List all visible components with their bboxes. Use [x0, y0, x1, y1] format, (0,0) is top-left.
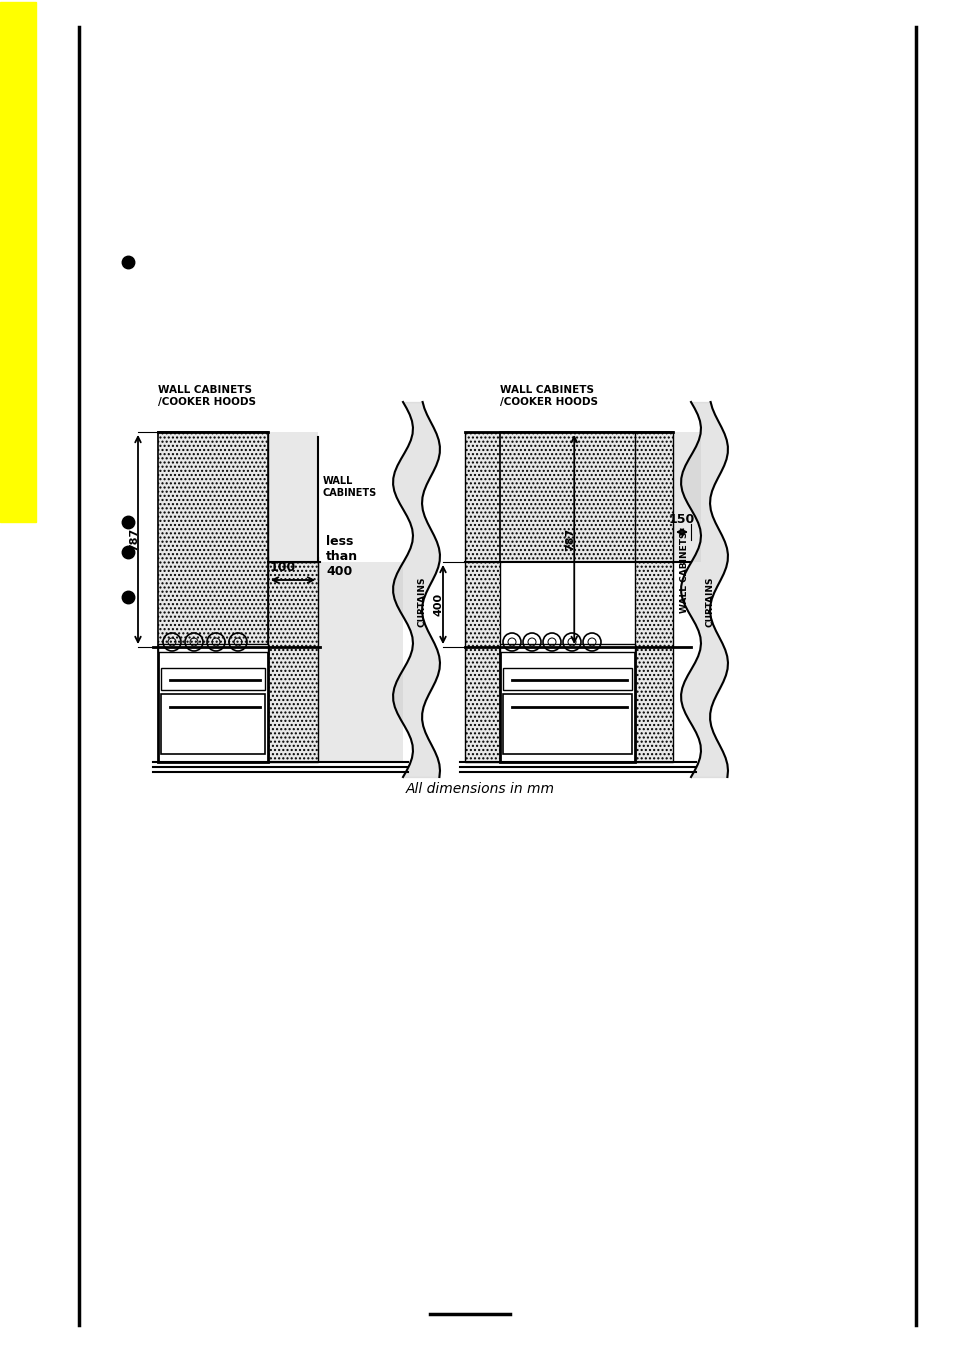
- Bar: [499, 433, 672, 562]
- Bar: [635, 433, 672, 763]
- Bar: [161, 668, 265, 690]
- Bar: [268, 433, 402, 763]
- Bar: [464, 433, 499, 763]
- Bar: [158, 644, 268, 652]
- Bar: [0, 1, 36, 522]
- Bar: [672, 433, 700, 562]
- Bar: [268, 562, 317, 763]
- Text: 400: 400: [434, 594, 443, 617]
- Bar: [317, 433, 402, 562]
- Text: All dimensions in mm: All dimensions in mm: [405, 781, 554, 796]
- Text: WALL CABINETS
/COOKER HOODS: WALL CABINETS /COOKER HOODS: [499, 385, 598, 407]
- Text: 787: 787: [565, 527, 575, 552]
- Text: less
than
400: less than 400: [326, 535, 357, 579]
- Bar: [464, 648, 510, 763]
- Bar: [158, 433, 268, 648]
- Bar: [158, 648, 268, 763]
- Text: WALL CABINETS: WALL CABINETS: [679, 531, 689, 612]
- Text: CURTAINS: CURTAINS: [417, 577, 426, 627]
- Bar: [499, 648, 635, 763]
- Bar: [502, 694, 631, 754]
- Text: WALL CABINETS
/COOKER HOODS: WALL CABINETS /COOKER HOODS: [158, 385, 255, 407]
- Text: 100: 100: [270, 561, 296, 575]
- Bar: [161, 694, 265, 754]
- Text: 150: 150: [668, 512, 695, 526]
- Bar: [502, 668, 631, 690]
- Text: 787: 787: [129, 527, 139, 552]
- Bar: [158, 433, 268, 648]
- Bar: [635, 648, 672, 763]
- Bar: [499, 644, 635, 652]
- Text: WALL
CABINETS: WALL CABINETS: [323, 476, 376, 498]
- Text: CURTAINS: CURTAINS: [705, 577, 714, 627]
